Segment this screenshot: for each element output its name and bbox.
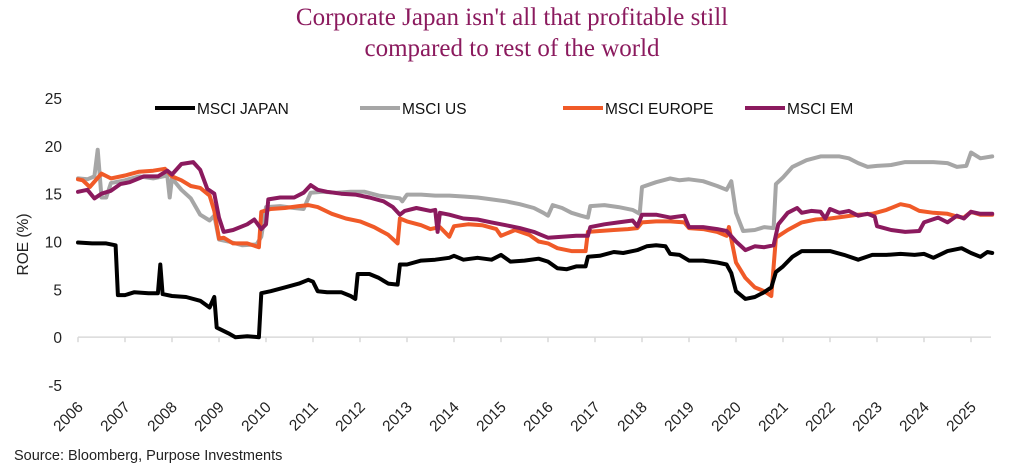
x-tick-label: 2011 bbox=[286, 399, 322, 435]
y-tick-label: 0 bbox=[53, 330, 62, 347]
y-tick-label: 10 bbox=[45, 235, 63, 252]
series-line-msci-europe bbox=[76, 166, 995, 298]
source-note: Source: Bloomberg, Purpose Investments bbox=[14, 448, 283, 464]
series-line-msci-japan bbox=[76, 240, 995, 340]
legend-item: MSCI US bbox=[360, 101, 467, 118]
x-tick-label: 2013 bbox=[379, 399, 415, 435]
legend-label: MSCI JAPAN bbox=[197, 101, 289, 118]
legend: MSCI JAPAN MSCI US MSCI EUROPE MSCI EM bbox=[155, 101, 853, 118]
x-tick-label: 2012 bbox=[332, 399, 368, 435]
y-tick-label: 25 bbox=[45, 91, 62, 108]
legend-item: MSCI EUROPE bbox=[563, 101, 714, 118]
x-tick-label: 2025 bbox=[943, 399, 979, 435]
y-axis-title: ROE (%) bbox=[15, 214, 32, 276]
x-tick-label: 2019 bbox=[661, 399, 697, 435]
chart-title: Corporate Japan isn't all that profitabl… bbox=[0, 2, 1024, 64]
legend-label: MSCI EUROPE bbox=[605, 101, 714, 118]
x-tick-label: 2009 bbox=[191, 399, 227, 435]
y-tick-label: -5 bbox=[48, 378, 62, 395]
x-tick-label: 2023 bbox=[849, 399, 885, 435]
x-tick-label: 2016 bbox=[520, 399, 556, 435]
x-tick-label: 2017 bbox=[567, 399, 603, 435]
x-tick-label: 2006 bbox=[50, 399, 86, 435]
series-line-msci-us bbox=[76, 147, 995, 248]
x-tick-label: 2021 bbox=[755, 399, 791, 435]
y-tick-label: 15 bbox=[45, 187, 62, 204]
legend-item: MSCI JAPAN bbox=[155, 101, 289, 118]
x-tick-label: 2024 bbox=[896, 399, 933, 436]
legend-label: MSCI EM bbox=[787, 101, 853, 118]
series-lines bbox=[76, 147, 995, 340]
legend-item: MSCI EM bbox=[745, 101, 853, 118]
x-tick-label: 2022 bbox=[802, 399, 838, 435]
x-tick-label: 2020 bbox=[708, 399, 745, 436]
y-tick-label: 20 bbox=[45, 139, 63, 156]
x-tick-label: 2014 bbox=[426, 399, 463, 436]
x-tick-label: 2010 bbox=[238, 399, 275, 436]
x-tick-label: 2007 bbox=[97, 399, 133, 435]
chart-title-line-2: compared to rest of the world bbox=[364, 35, 660, 62]
x-tick-label: 2015 bbox=[473, 399, 509, 435]
x-tick-label: 2008 bbox=[144, 399, 180, 435]
legend-label: MSCI US bbox=[402, 101, 467, 118]
y-tick-label: 5 bbox=[53, 282, 62, 299]
x-tick-label: 2018 bbox=[614, 399, 650, 435]
series-line-msci-em bbox=[76, 160, 995, 253]
chart-title-line-1: Corporate Japan isn't all that profitabl… bbox=[295, 4, 729, 31]
